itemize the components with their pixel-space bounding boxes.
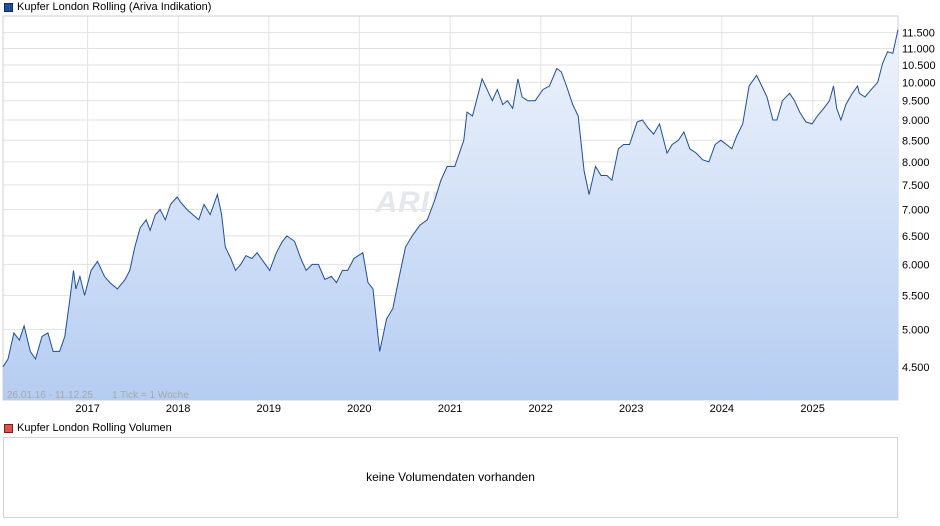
y-tick-label: 8.000: [902, 157, 930, 169]
y-tick-label: 7.000: [902, 204, 930, 216]
price-legend: Kupfer London Rolling (Ariva Indikation): [4, 0, 211, 14]
x-tick-label: 2017: [75, 403, 99, 415]
y-tick-label: 6.500: [902, 231, 930, 243]
y-tick-label: 10.000: [902, 77, 936, 89]
y-tick-label: 10.500: [902, 60, 936, 72]
x-tick-label: 2018: [166, 403, 190, 415]
no-volume-message: keine Volumendaten vorhanden: [366, 470, 535, 484]
x-tick-label: 2020: [347, 403, 371, 415]
x-tick-label: 2024: [710, 403, 734, 415]
x-axis-tick-labels: 2017 2018 2019 2020 2021 2022 2023 2024 2025: [75, 403, 825, 415]
date-range-label: 26.01.16 - 11.12.25: [7, 390, 93, 401]
x-tick-label: 2019: [257, 403, 281, 415]
x-tick-label: 2023: [619, 403, 643, 415]
price-chart[interactable]: ARIVA.DE 4.5005.0005.5006.0006.5007.0007…: [0, 0, 940, 420]
y-tick-label: 5.000: [902, 324, 930, 336]
y-axis-tick-labels: 4.500 5.000 5.500 6.000 6.500 7.000 7.500 8.000…: [902, 28, 936, 374]
y-tick-label: 11.500: [902, 28, 935, 40]
volume-chart-panel: keine Volumendaten vorhanden: [3, 437, 898, 518]
volume-legend: Kupfer London Rolling Volumen: [4, 421, 172, 435]
x-tick-label: 2021: [438, 403, 462, 415]
volume-legend-label: Kupfer London Rolling Volumen: [17, 422, 172, 434]
y-tick-label: 5.500: [902, 290, 930, 302]
y-tick-label: 4.500: [902, 362, 930, 374]
price-line: [2, 29, 899, 368]
x-tick-label: 2025: [800, 403, 824, 415]
y-tick-label: 6.000: [902, 259, 930, 271]
price-legend-swatch: [4, 2, 13, 12]
x-tick-label: 2022: [528, 403, 552, 415]
y-tick-label: 9.000: [902, 115, 930, 127]
y-tick-label: 8.500: [902, 135, 930, 147]
y-tick-label: 7.500: [902, 180, 930, 192]
tick-interval-label: 1 Tick = 1 Woche: [112, 390, 189, 401]
volume-legend-swatch: [4, 423, 13, 433]
y-tick-label: 9.500: [902, 96, 930, 108]
price-area-fill: [3, 29, 898, 400]
price-legend-label: Kupfer London Rolling (Ariva Indikation): [17, 1, 212, 13]
y-tick-label: 11.000: [902, 43, 935, 55]
